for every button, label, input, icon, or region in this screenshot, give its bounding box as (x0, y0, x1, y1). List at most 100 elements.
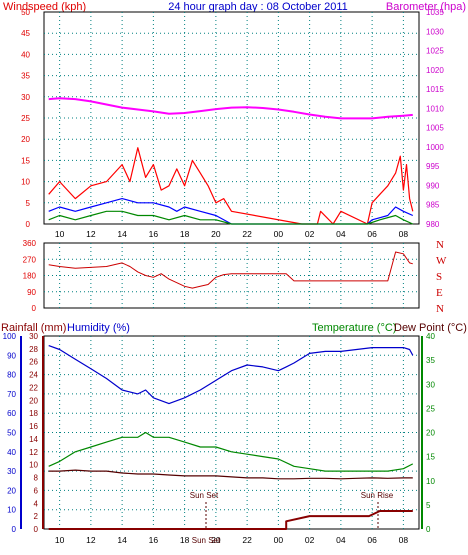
rainfall-axis-tick-label: 0 (34, 525, 39, 534)
rainfall-axis-tick-label: 20 (29, 396, 38, 405)
temperature-axis-tick-label: 35 (426, 356, 435, 365)
barometer-axis-tick-label: 1010 (426, 104, 444, 113)
temperature-axis-tick-label: 20 (426, 429, 435, 438)
x-tick-label: 20 (211, 535, 221, 545)
wind-axis-tick-label: 35 (21, 72, 30, 81)
x-tick-label: 12 (86, 535, 96, 545)
rainfall-axis-tick-label: 16 (29, 422, 38, 431)
humidity-axis-tick-label: 70 (7, 390, 16, 399)
wind-axis-tick-label: 5 (26, 199, 31, 208)
x-tick-label: 14 (117, 229, 127, 239)
windspeed-title: Windspeed (kph) (3, 1, 86, 13)
x-tick-label: 10 (55, 229, 65, 239)
temperature-series-line (48, 431, 414, 472)
wind-axis-tick-label: 20 (21, 135, 30, 144)
sunrise-label: Sun Rise (361, 491, 394, 500)
barometer-axis-tick-label: 985 (426, 201, 440, 210)
x-tick-label: 12 (86, 229, 96, 239)
wind-axis-tick-label: 45 (21, 29, 30, 38)
temperature-axis-tick-label: 30 (426, 380, 435, 389)
rainfall-axis-tick-label: 18 (29, 409, 38, 418)
rainfall-axis-tick-label: 2 (34, 512, 39, 521)
humidity-axis-tick-label: 10 (7, 506, 16, 515)
rainfall-axis-tick-label: 10 (29, 461, 38, 470)
barometer-axis-tick-label: 995 (426, 162, 440, 171)
temperature-axis-tick-label: 5 (426, 501, 431, 510)
barometer-axis-tick-label: 1030 (426, 27, 444, 36)
direction-label-north-bottom: N (436, 303, 444, 315)
direction-label-north-top: N (436, 239, 444, 251)
direction-axis-tick-label: 270 (23, 255, 37, 264)
x-tick-label: 20 (211, 229, 221, 239)
temperature-axis-tick-label: 0 (426, 525, 431, 534)
x-tick-label: 02 (305, 535, 315, 545)
wind-axis-tick-label: 30 (21, 93, 30, 102)
dewpoint-series-line (48, 469, 413, 480)
rainfall-axis-tick-label: 30 (29, 332, 38, 341)
humidity-series-line (48, 345, 414, 405)
rainfall-axis-tick-label: 26 (29, 358, 38, 367)
humidity-axis-tick-label: 50 (7, 429, 16, 438)
humidity-axis-tick-label: 30 (7, 467, 16, 476)
x-tick-label: 00 (274, 535, 284, 545)
x-tick-label: 00 (274, 229, 284, 239)
temperature-axis-tick-label: 40 (426, 332, 435, 341)
wind-axis-tick-label: 50 (21, 8, 30, 17)
x-tick-label: 18 (180, 229, 190, 239)
rainfall-axis-tick-label: 4 (34, 499, 39, 508)
barometer-axis-tick-label: 1005 (426, 124, 444, 133)
x-tick-label: 16 (149, 535, 159, 545)
wind-axis-tick-label: 15 (21, 156, 30, 165)
x-tick-label: 08 (399, 229, 409, 239)
direction-axis-tick-label: 0 (32, 304, 37, 313)
rainfall-axis-tick-label: 6 (34, 486, 39, 495)
rainfall-axis-tick-label: 28 (29, 345, 38, 354)
x-tick-label: 18 (180, 535, 190, 545)
x-tick-label: 04 (336, 229, 346, 239)
direction-axis-tick-label: 180 (23, 272, 37, 281)
rainfall-axis-tick-label: 24 (29, 371, 38, 380)
x-tick-label: 06 (367, 229, 377, 239)
wind-axis-tick-label: 40 (21, 50, 30, 59)
wind-axis-tick-label: 10 (21, 178, 30, 187)
x-tick-label: 10 (55, 535, 65, 545)
avg_wind-series-line (48, 198, 414, 225)
x-tick-label: 02 (305, 229, 315, 239)
rainfall-axis-tick-label: 14 (29, 435, 38, 444)
barometer-axis-tick-label: 1020 (426, 66, 444, 75)
barometer-axis-tick-label: 1025 (426, 47, 444, 56)
x-tick-label: 06 (367, 535, 377, 545)
humidity-axis-tick-label: 60 (7, 409, 16, 418)
humidity-axis-tick-label: 20 (7, 486, 16, 495)
wind-direction-series-line (48, 251, 413, 289)
x-tick-label: 22 (242, 229, 252, 239)
barometer-axis-tick-label: 990 (426, 181, 440, 190)
dewpoint-title: Dew Point (°C) (394, 322, 467, 334)
temperature-axis-tick-label: 15 (426, 453, 435, 462)
humidity-axis-tick-label: 40 (7, 448, 16, 457)
rainfall-title: Rainfall (mm) (1, 322, 66, 334)
x-tick-label: 08 (399, 535, 409, 545)
humidity-title: Humidity (%) (67, 322, 130, 334)
humidity-axis-tick-label: 90 (7, 351, 16, 360)
x-tick-label: 04 (336, 535, 346, 545)
x-tick-label: 16 (149, 229, 159, 239)
rainfall-axis-tick-label: 22 (29, 383, 38, 392)
humidity-axis-tick-label: 0 (12, 525, 17, 534)
gust-series-line (48, 147, 414, 225)
wind-axis-tick-label: 0 (26, 220, 31, 229)
humidity-axis-tick-label: 80 (7, 371, 16, 380)
barometer-series-line (48, 97, 413, 120)
direction-label-east: E (436, 287, 443, 299)
barometer-axis-tick-label: 980 (426, 220, 440, 229)
rainfall-axis-tick-label: 12 (29, 448, 38, 457)
temperature-axis-tick-label: 25 (426, 404, 435, 413)
barometer-axis-tick-label: 1015 (426, 85, 444, 94)
direction-label-west: W (436, 255, 447, 267)
graph-title: 24 hour graph day : 08 October 2011 (168, 1, 348, 13)
barometer-axis-tick-label: 1000 (426, 143, 444, 152)
temperature-title: Temperature (°C) (312, 322, 396, 334)
x-tick-label: 14 (117, 535, 127, 545)
direction-axis-tick-label: 360 (23, 239, 37, 248)
